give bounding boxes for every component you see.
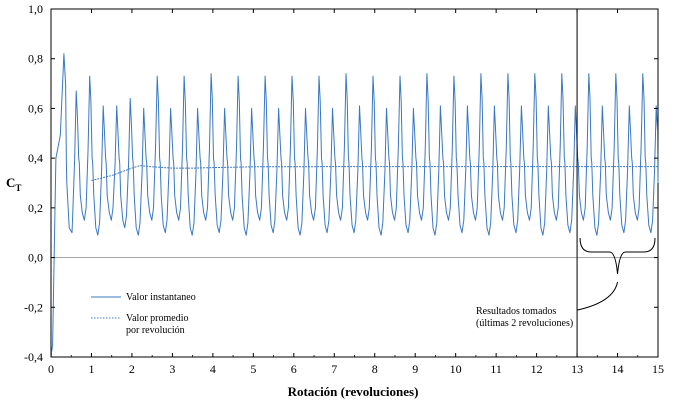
y-tick-label: -0,2 — [24, 300, 43, 314]
y-tick-label: 0,0 — [28, 251, 43, 265]
series-line-instantaneo — [50, 53, 659, 358]
y-tick-label: 0,2 — [28, 201, 43, 215]
x-tick-label: 15 — [652, 362, 664, 376]
x-tick-label: 4 — [210, 362, 216, 376]
x-tick-label: 13 — [571, 362, 583, 376]
legend-label-promedio-1: Valor promedio — [126, 313, 189, 324]
x-tick-label: 6 — [291, 362, 297, 376]
legend-label-promedio-2: por revolución — [126, 325, 185, 336]
x-tick-label: 5 — [250, 362, 256, 376]
x-tick-label: 14 — [612, 362, 624, 376]
annotation-text-2: (últimas 2 revoluciones) — [476, 318, 573, 329]
x-tick-label: 3 — [169, 362, 175, 376]
y-tick-label: 0,4 — [28, 151, 43, 165]
annotation-leader — [577, 281, 619, 311]
annotation-text-1: Resultados tomados — [476, 306, 556, 317]
y-tick-label: 1,0 — [28, 2, 43, 16]
y-tick-label: 0,6 — [28, 101, 43, 115]
x-tick-label: 7 — [331, 362, 337, 376]
x-tick-label: 12 — [531, 362, 543, 376]
x-tick-label: 11 — [490, 362, 502, 376]
y-axis-title: CT — [6, 175, 21, 193]
y-axis-title-subscript: T — [15, 183, 21, 193]
y-tick-label: 0,8 — [28, 52, 43, 66]
x-tick-label: 1 — [88, 362, 94, 376]
x-tick-label: 0 — [48, 362, 54, 376]
annotation-bracket — [579, 237, 656, 275]
legend-label-instantaneo: Valor instantaneo — [126, 292, 196, 303]
y-tick-label: -0,4 — [24, 350, 43, 364]
annotation: Resultados tomados (últimas 2 revolucion… — [476, 306, 573, 329]
x-tick-label: 10 — [450, 362, 462, 376]
x-tick-label: 2 — [129, 362, 135, 376]
x-tick-label: 9 — [412, 362, 418, 376]
x-axis-title: Rotación (revoluciones) — [288, 384, 419, 399]
x-tick-label: 8 — [372, 362, 378, 376]
legend: Valor instantaneo Valor promedio por rev… — [91, 292, 196, 336]
series-line-promedio — [91, 165, 658, 181]
